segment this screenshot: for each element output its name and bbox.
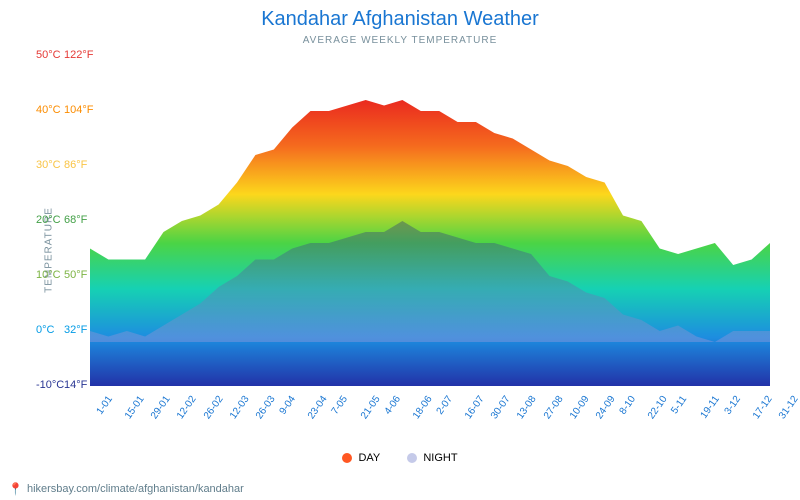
xtick-label: 21-05 <box>358 394 382 421</box>
chart-title: Kandahar Afghanistan Weather <box>0 0 800 31</box>
ytick-c: 0°C <box>36 324 54 336</box>
xtick-label: 5-11 <box>670 394 690 416</box>
ytick-c: 50°C <box>36 49 61 61</box>
xtick-label: 8-10 <box>618 394 638 417</box>
xtick-label: 29-01 <box>149 394 173 421</box>
legend-day-dot <box>342 453 352 463</box>
pin-icon: 📍 <box>8 482 23 496</box>
source-url: hikersbay.com/climate/afghanistan/kandah… <box>27 483 244 495</box>
ytick-c: 20°C <box>36 214 61 226</box>
legend-night: NIGHT <box>407 452 457 464</box>
xtick-label: 2-07 <box>435 394 455 417</box>
xtick-label: 9-04 <box>278 394 298 417</box>
xtick-label: 16-07 <box>463 394 487 421</box>
legend-day: DAY <box>342 452 380 464</box>
xtick-label: 3-12 <box>722 394 742 417</box>
plot-area <box>90 56 770 386</box>
xtick-label: 31-12 <box>777 394 800 421</box>
xtick-label: 22-10 <box>646 394 670 421</box>
ytick-c: 30°C <box>36 159 61 171</box>
legend: DAY NIGHT <box>0 452 800 466</box>
legend-night-label: NIGHT <box>423 452 457 464</box>
ytick-f: 86°F <box>64 159 87 171</box>
xtick-label: 15-01 <box>123 394 147 421</box>
xtick-label: 4-06 <box>382 394 402 417</box>
xtick-label: 26-03 <box>254 394 278 421</box>
xtick-label: 12-03 <box>228 394 252 421</box>
legend-night-dot <box>407 453 417 463</box>
xtick-label: 12-02 <box>175 394 199 421</box>
xtick-label: 23-04 <box>306 394 330 421</box>
weather-chart: { "title": "Kandahar Afghanistan Weather… <box>0 0 800 500</box>
ytick-f: 14°F <box>64 379 87 391</box>
xtick-label: 7-05 <box>330 394 350 417</box>
chart-subtitle: AVERAGE WEEKLY TEMPERATURE <box>0 35 800 46</box>
xtick-label: 19-11 <box>698 394 721 421</box>
xtick-label: 30-07 <box>489 394 513 421</box>
xtick-label: 18-06 <box>411 394 435 421</box>
source-footer: 📍 hikersbay.com/climate/afghanistan/kand… <box>8 482 244 496</box>
xtick-label: 27-08 <box>542 394 566 421</box>
ytick-c: 10°C <box>36 269 61 281</box>
xtick-label: 24-09 <box>594 394 618 421</box>
xtick-label: 13-08 <box>515 394 539 421</box>
ytick-f: 32°F <box>64 324 87 336</box>
ytick-f: 68°F <box>64 214 87 226</box>
ytick-c: 40°C <box>36 104 61 116</box>
x-axis-labels: 1-01 15-0129-0112-0226-0212-0326-039-04 23… <box>90 390 770 450</box>
xtick-label: 1-01 <box>95 394 115 417</box>
ytick-f: 50°F <box>64 269 87 281</box>
ytick-c: -10°C <box>36 379 64 391</box>
xtick-label: 17-12 <box>751 394 775 421</box>
legend-day-label: DAY <box>358 452 380 464</box>
xtick-label: 26-02 <box>202 394 226 421</box>
xtick-label: 10-09 <box>568 394 592 421</box>
